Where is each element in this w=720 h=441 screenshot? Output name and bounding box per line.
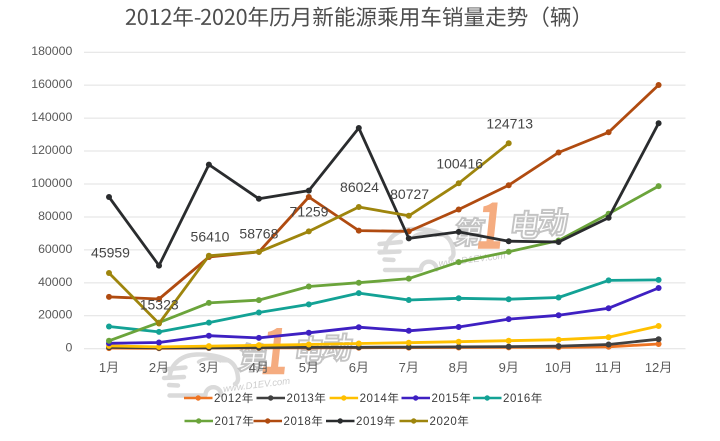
svg-text:71259: 71259: [290, 203, 329, 219]
svg-text:11: 11: [595, 360, 609, 375]
svg-text:45959: 45959: [91, 244, 130, 260]
svg-text:7: 7: [399, 360, 406, 375]
svg-text:160000: 160000: [31, 77, 72, 91]
svg-text:4: 4: [249, 360, 256, 375]
svg-text:2018: 2018: [284, 416, 312, 428]
svg-text:60000: 60000: [38, 242, 72, 256]
svg-text:80000: 80000: [38, 209, 72, 223]
svg-text:2: 2: [149, 360, 156, 375]
svg-text:100000: 100000: [31, 176, 72, 190]
svg-text:2019: 2019: [356, 416, 384, 428]
svg-text:8: 8: [449, 360, 456, 375]
svg-text:2012: 2012: [214, 393, 242, 405]
svg-text:6: 6: [349, 360, 356, 375]
svg-text:2014: 2014: [360, 393, 388, 405]
svg-text:58768: 58768: [239, 225, 278, 241]
svg-text:2017: 2017: [215, 416, 243, 428]
svg-text:10: 10: [545, 360, 559, 375]
svg-text:100416: 100416: [436, 155, 483, 171]
svg-text:120000: 120000: [31, 143, 72, 157]
svg-text:2015: 2015: [432, 393, 460, 405]
svg-text:2013: 2013: [287, 393, 315, 405]
svg-text:86024: 86024: [340, 179, 379, 195]
svg-text:180000: 180000: [31, 44, 72, 58]
svg-text:9: 9: [499, 360, 506, 375]
svg-text:2016: 2016: [503, 393, 531, 405]
svg-text:56410: 56410: [191, 228, 230, 244]
svg-text:1: 1: [99, 360, 106, 375]
svg-text:2020: 2020: [430, 416, 458, 428]
svg-text:5: 5: [299, 360, 306, 375]
svg-text:0: 0: [65, 341, 72, 355]
svg-text:15323: 15323: [140, 296, 179, 312]
svg-text:124713: 124713: [486, 115, 533, 131]
svg-text:80727: 80727: [390, 186, 429, 202]
svg-text:40000: 40000: [38, 275, 72, 289]
svg-text:20000: 20000: [38, 308, 72, 322]
svg-text:140000: 140000: [31, 110, 72, 124]
svg-text:3: 3: [199, 360, 206, 375]
svg-text:12: 12: [645, 360, 659, 375]
